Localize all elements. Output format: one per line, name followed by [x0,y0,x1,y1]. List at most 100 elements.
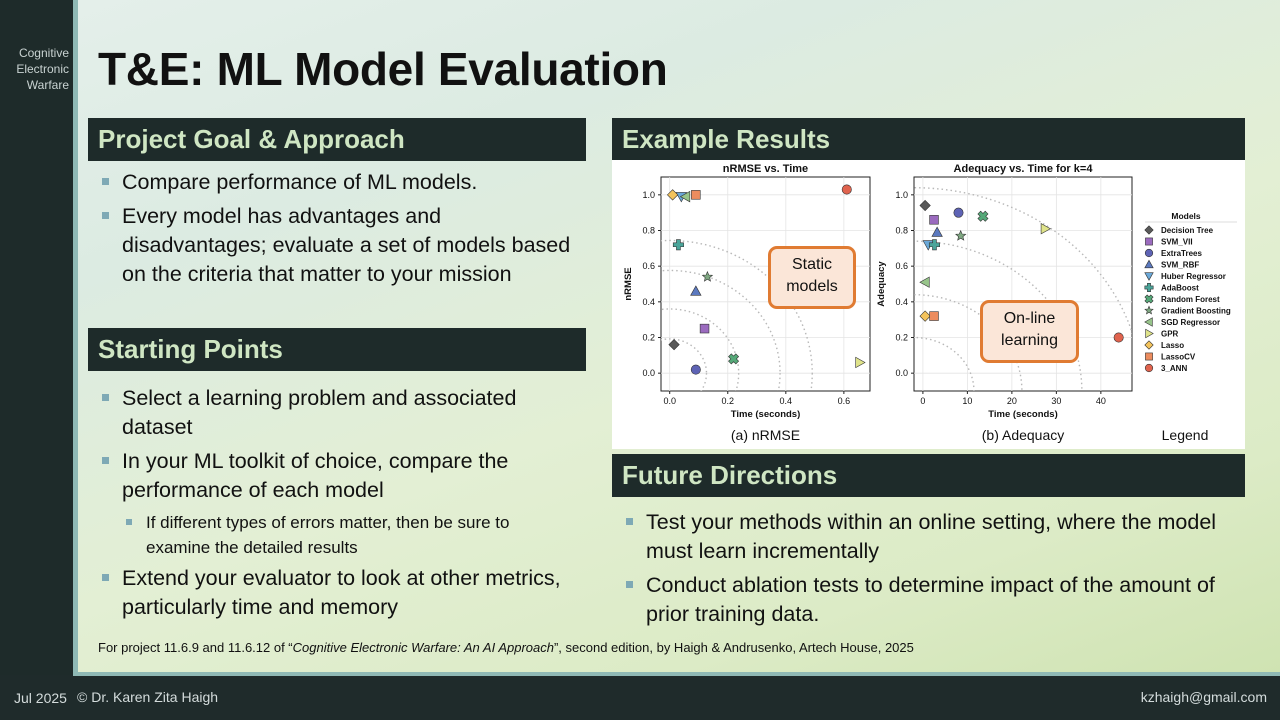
legend-label: SVM_VII [1161,238,1193,247]
legend-marker [1145,328,1154,339]
footer-divider [73,672,1280,676]
data-point [699,323,710,334]
legend-label: GPR [1161,330,1179,339]
legend-marker [1144,225,1154,235]
goal-heading: Project Goal & Approach [88,118,586,161]
results-heading: Example Results [612,118,1245,161]
data-point [931,226,943,237]
data-point [728,353,740,365]
legend-marker [1144,248,1154,258]
data-point [690,285,702,296]
y-tick-label: 1.0 [642,190,655,200]
legend-label: AdaBoost [1161,284,1199,293]
x-tick-label: 20 [1007,396,1017,406]
tagline-line: Cognitive [18,46,69,60]
x-tick-label: 10 [962,396,972,406]
y-tick-label: 0.0 [895,368,908,378]
x-axis-label: Time (seconds) [731,409,801,420]
bullet: In your ML toolkit of choice, compare th… [98,447,578,505]
x-tick-label: 40 [1096,396,1106,406]
bullet: Every model has advantages and disadvant… [98,202,578,289]
legend-label: LassoCV [1161,353,1196,362]
bullet: Select a learning problem and associated… [98,384,578,442]
legend-marker [1144,272,1154,281]
legend-label: ExtraTrees [1161,249,1202,258]
y-tick-label: 1.0 [895,190,908,200]
data-point [1040,223,1052,235]
static-models-callout: Static models [768,246,856,309]
bullet: Conduct ablation tests to determine impa… [622,571,1242,629]
callout-line: models [786,278,838,295]
data-point [855,356,866,369]
starting-bullets: Select a learning problem and associated… [98,384,578,627]
bullet: Test your methods within an online setti… [622,508,1242,566]
bullet: Compare performance of ML models. [98,168,578,197]
data-point [953,207,964,218]
starting-heading: Starting Points [88,328,586,371]
chart-title: Adequacy vs. Time for k=4 [954,163,1094,175]
iso-curve [661,308,740,391]
online-learning-callout: On-line learning [980,300,1079,363]
data-point [929,311,939,321]
footer-date: Jul 2025 [14,690,67,706]
legend-marker [1144,259,1154,269]
y-tick-label: 0.4 [642,297,655,307]
data-point [668,339,680,351]
sidebar-divider [73,0,78,675]
data-point [919,199,931,212]
footer-email[interactable]: kzhaigh@gmail.com [1140,689,1267,705]
citation-book: Cognitive Electronic Warfare: An AI Appr… [292,640,554,655]
data-point [928,239,940,251]
y-axis-label: Adequacy [876,261,887,307]
x-tick-label: 0.0 [663,396,676,406]
legend-label: Gradient Boosting [1161,307,1231,316]
data-point [672,239,684,251]
subfigure-caption: (b) Adequacy [982,427,1065,443]
sidebar-tagline: Cognitive Electronic Warfare [0,45,69,93]
goal-bullets: Compare performance of ML models. Every … [98,168,578,294]
results-figure: 0.0 0.2 0.4 0.6 0.0 0.2 0.4 0.6 0.8 1.0 nRMSE vs. … [612,160,1245,449]
legend-label: 3_ANN [1161,364,1187,373]
legend-marker [1144,294,1154,304]
y-tick-label: 0.0 [642,368,655,378]
data-point [691,190,701,200]
tagline-line: Electronic [16,62,69,76]
legend-marker [1144,363,1154,373]
data-point [977,210,989,222]
data-point-shape [977,210,989,222]
bullet: Extend your evaluator to look at other m… [98,564,578,622]
legend-label: Random Forest [1161,295,1220,304]
y-tick-label: 0.4 [895,297,908,307]
legend-marker [1144,283,1154,292]
y-tick-label: 0.2 [895,333,908,343]
y-tick-label: 0.6 [895,261,908,271]
data-point-shape [728,353,740,365]
footer-author: © Dr. Karen Zita Haigh [77,689,219,705]
legend-title: Models [1171,211,1201,221]
callout-line: Static [791,256,832,273]
data-point [666,189,679,201]
future-heading: Future Directions [612,454,1245,497]
legend-label: Lasso [1161,341,1184,350]
legend-marker [1145,352,1153,361]
legend-marker-shape [1144,294,1154,304]
data-point [919,276,930,288]
x-tick-label: 0.6 [838,396,851,406]
data-point [690,364,701,375]
callout-line: On-line [1003,310,1056,327]
data-point [701,270,714,282]
sidebar: Cognitive Electronic Warfare [0,0,73,675]
x-tick-label: 0.4 [780,396,793,406]
legend-marker [1145,237,1153,246]
data-point [679,190,691,203]
footer: Jul 2025 © Dr. Karen Zita Haigh kzhaigh@… [0,676,1280,720]
legend-label: SVM_RBF [1161,261,1199,270]
data-point [841,184,852,195]
data-point [929,215,939,225]
results-chart-svg: 0.0 0.2 0.4 0.6 0.0 0.2 0.4 0.6 0.8 1.0 nRMSE vs. … [623,163,1237,443]
x-tick-label: 0.2 [722,396,735,406]
citation-post: ”, second edition, by Haigh & Andrusenko… [553,640,914,655]
x-tick-label: 0 [920,396,925,406]
legend-label: Decision Tree [1161,226,1214,235]
chart-title: nRMSE vs. Time [723,163,808,175]
